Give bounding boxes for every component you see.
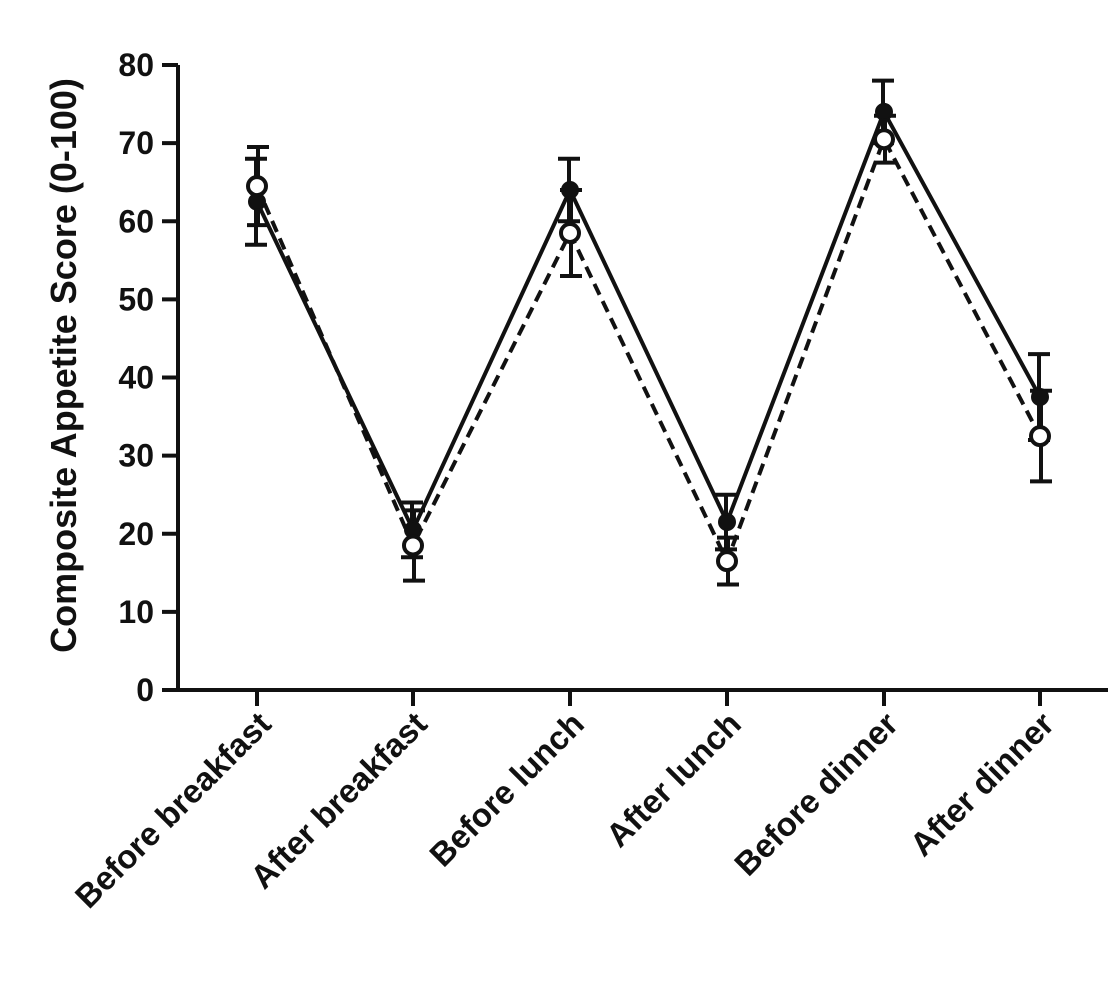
y-axis-title: Composite Appetite Score (0-100) — [43, 78, 84, 653]
y-tick-label: 10 — [118, 594, 154, 630]
data-point-open — [873, 128, 895, 151]
y-tick-label: 0 — [136, 672, 154, 708]
y-tick-label: 20 — [118, 516, 154, 552]
y-tick-label: 60 — [118, 203, 154, 239]
y-tick-label: 80 — [118, 47, 154, 83]
axes — [176, 65, 1108, 692]
y-tick-label: 30 — [118, 438, 154, 474]
y-tick-label: 70 — [118, 125, 154, 161]
y-tick-label: 50 — [118, 281, 154, 317]
data-point-filled — [1031, 388, 1049, 407]
y-tick-label: 40 — [118, 360, 154, 396]
data-point-open — [246, 175, 268, 198]
x-category-label: After dinner — [903, 705, 1062, 864]
data-point-filled — [561, 181, 579, 199]
data-point-filled — [718, 513, 736, 532]
series-line-dashed — [255, 134, 1042, 567]
series-line-solid — [255, 107, 1042, 535]
y-ticks: 0 10 20 30 40 50 60 70 80 — [118, 47, 178, 708]
x-category-label: After lunch — [599, 705, 748, 854]
data-point-open — [1029, 425, 1051, 448]
data-point-filled — [875, 102, 893, 121]
series-layer — [245, 78, 1052, 587]
x-category-label: Before lunch — [422, 705, 591, 874]
data-point-open — [402, 534, 424, 557]
data-point-open — [559, 221, 581, 244]
x-category-label: Before breakfast — [68, 705, 278, 915]
data-point-open — [716, 550, 738, 573]
x-category-label: Before dinner — [727, 705, 905, 883]
